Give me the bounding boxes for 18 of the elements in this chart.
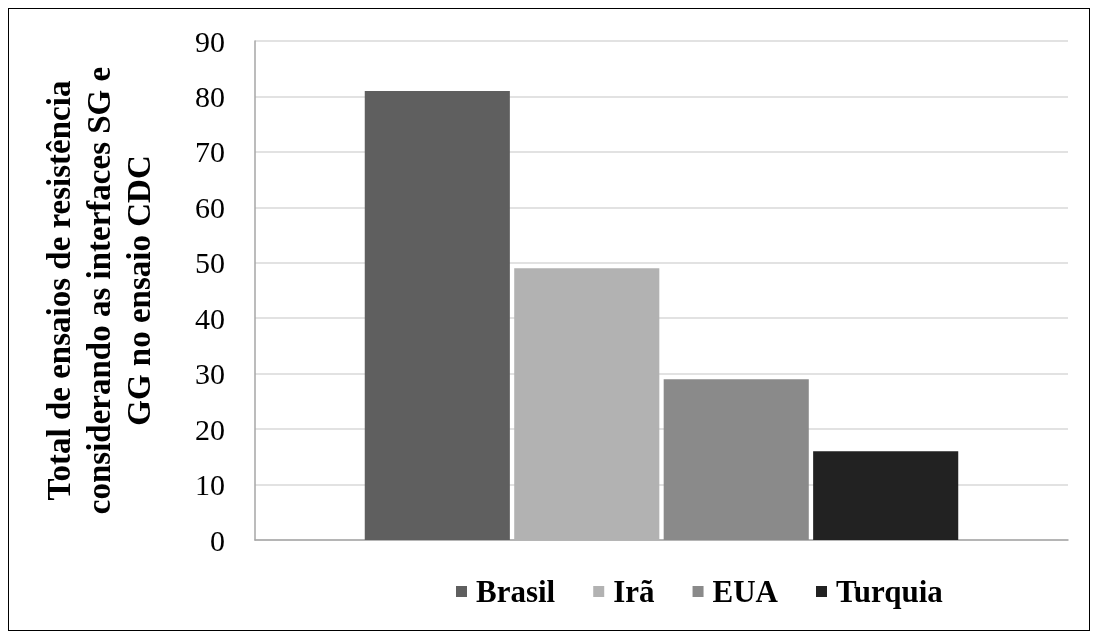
y-tick-label: 20: [195, 412, 225, 446]
y-tick-label: 70: [195, 135, 225, 169]
y-tick-label: 50: [195, 246, 225, 280]
y-tick-label: 10: [195, 468, 225, 502]
y-tick-label: 40: [195, 301, 225, 335]
y-tick-label: 60: [195, 190, 225, 224]
y-axis-title: Total de ensaios de resistência considerando as interfaces SG e GG no ensaio CDC: [41, 66, 157, 515]
legend-label: Brasil: [476, 574, 556, 609]
y-tick-label: 30: [195, 357, 225, 391]
legend-label: EUA: [712, 574, 779, 609]
legend-label: Turquia: [836, 574, 944, 609]
bar: [364, 90, 510, 540]
y-tick-label: 0: [210, 523, 225, 557]
legend-label: Irã: [613, 574, 656, 609]
y-tick-label: 90: [195, 24, 225, 58]
bar: [663, 379, 809, 540]
y-tick-label: 80: [195, 79, 225, 113]
bar: [813, 451, 959, 540]
